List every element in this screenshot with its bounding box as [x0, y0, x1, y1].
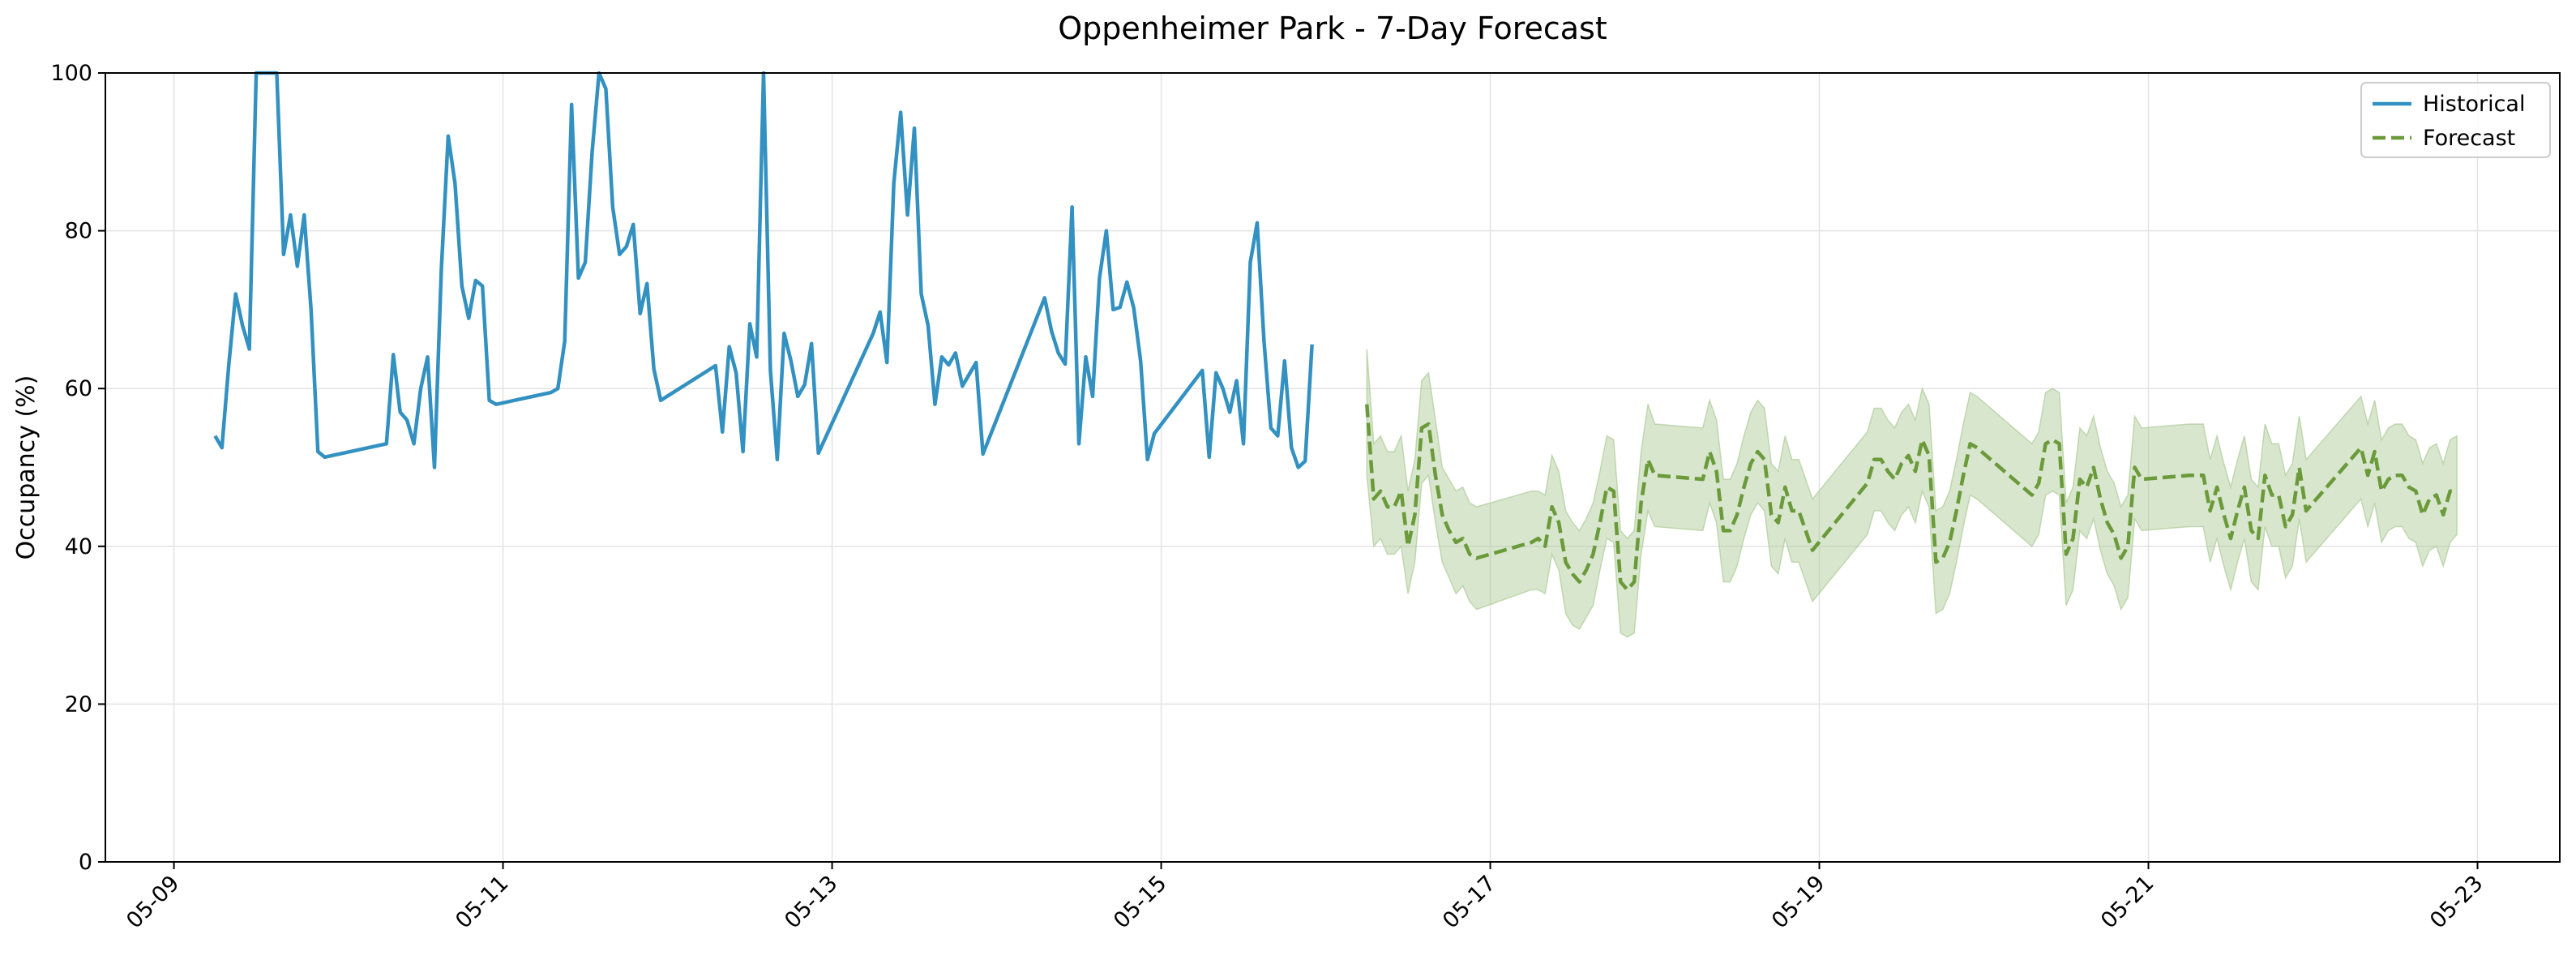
legend-box [2360, 82, 2551, 158]
x-tick-label: 05-11 [451, 871, 513, 933]
x-tick-label: 05-09 [122, 871, 184, 933]
legend-label: Historical [2423, 92, 2525, 117]
forecast-line [1365, 404, 2458, 592]
y-tick-label: 20 [65, 692, 92, 717]
series-lines [213, 71, 2458, 592]
legend-label: Forecast [2423, 126, 2515, 151]
y-tick-label: 40 [65, 534, 92, 559]
y-tick-label: 100 [50, 61, 92, 86]
x-tick-label: 05-15 [1109, 871, 1171, 933]
forecast-confidence-bands [1366, 349, 2458, 638]
plot-frame [105, 72, 2561, 863]
y-tick-label: 0 [79, 850, 92, 875]
x-tick-label: 05-23 [2425, 871, 2488, 933]
y-tick-label: 60 [65, 376, 92, 401]
forecast-band [1366, 349, 2458, 638]
legend: Historical Forecast [2360, 82, 2551, 158]
y-axis-label: Occupancy (%) [12, 375, 41, 560]
x-tick-label: 05-19 [1767, 871, 1829, 933]
y-tick-label: 80 [65, 219, 92, 244]
chart-title: Oppenheimer Park - 7-Day Forecast [1058, 11, 1607, 46]
x-tick-label: 05-17 [1438, 871, 1500, 933]
historical-line [213, 71, 1314, 469]
x-tick-label: 05-21 [2096, 871, 2159, 933]
x-tick-label: 05-13 [780, 871, 842, 933]
